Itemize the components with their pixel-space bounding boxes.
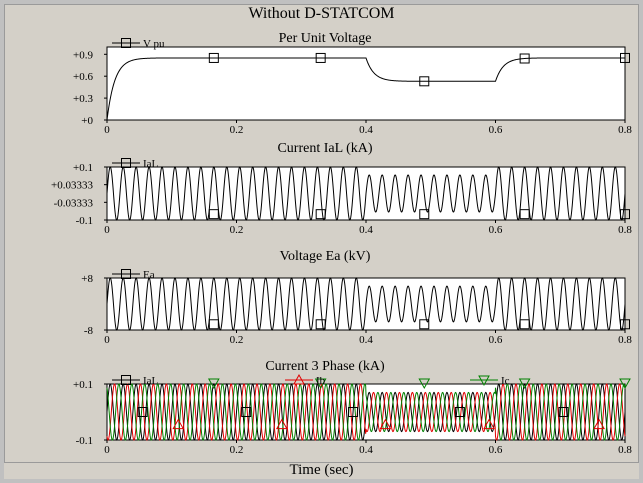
x-tick-label: 0 — [104, 124, 110, 136]
marker-ial — [519, 209, 530, 220]
y-tick-label: +0.1 — [73, 162, 93, 174]
window-title: Without D-STATCOM — [248, 5, 395, 22]
panel-title-4: Current 3 Phase (kA) — [265, 359, 385, 374]
y-tick-label: +0.03333 — [51, 180, 93, 192]
marker-ea — [419, 319, 430, 330]
x-tick-label: 0 — [104, 224, 110, 236]
marker-ib — [593, 418, 605, 430]
legend-marker-ib — [293, 373, 305, 385]
marker-ea — [208, 319, 219, 330]
marker-v-pu — [620, 52, 630, 63]
x-axis-bar — [4, 462, 639, 479]
marker-ic — [619, 378, 631, 390]
x-tick-label: 0.2 — [230, 444, 244, 456]
marker-ial — [558, 407, 569, 417]
x-tick-label: 0.6 — [489, 224, 503, 236]
x-axis-label: Time (sec) — [289, 462, 354, 478]
marker-ib — [172, 418, 185, 430]
x-tick-label: 0.8 — [618, 124, 632, 136]
x-tick-label: 0.2 — [230, 124, 244, 136]
marker-ial — [620, 209, 630, 220]
plot-area-3 — [106, 277, 626, 331]
legend-marker — [121, 158, 131, 168]
x-tick-label: 0 — [104, 334, 110, 346]
y-tick-label: -8 — [84, 325, 94, 337]
x-tick-label: 0.4 — [359, 444, 373, 456]
marker-v-pu — [208, 52, 219, 63]
x-tick-label: 0.8 — [618, 334, 632, 346]
marker-ic — [418, 378, 431, 390]
legend-label-v_pu: V pu — [143, 38, 165, 50]
legend-marker — [121, 269, 131, 279]
legend-label-ea: Ea — [143, 269, 155, 281]
x-tick-label: 0.6 — [489, 444, 503, 456]
marker-v-pu — [315, 52, 326, 63]
legend-marker — [121, 38, 131, 48]
series-line-v-pu — [106, 57, 625, 121]
marker-ial — [419, 209, 430, 220]
y-tick-label: +0.9 — [73, 49, 93, 61]
marker-ic — [314, 378, 327, 390]
marker-ial — [315, 209, 326, 220]
panel-title-1: Per Unit Voltage — [279, 31, 372, 46]
marker-ib — [483, 418, 495, 430]
legend-label-ial: IaL — [143, 375, 159, 387]
y-tick-label: -0.03333 — [54, 197, 94, 209]
panel-title-3: Voltage Ea (kV) — [280, 249, 371, 264]
x-tick-label: 0 — [104, 444, 110, 456]
x-tick-label: 0.8 — [618, 224, 632, 236]
series-line-ib — [106, 383, 626, 441]
x-tick-label: 0.4 — [359, 334, 373, 346]
y-tick-label: +8 — [81, 273, 93, 285]
marker-ial — [348, 407, 359, 417]
marker-ea — [519, 319, 530, 330]
panel-title-2: Current IaL (kA) — [277, 141, 372, 156]
marker-v-pu — [519, 53, 530, 64]
marker-ial — [241, 407, 252, 417]
x-tick-label: 0.4 — [359, 224, 373, 236]
legend-label-ib: Ib — [316, 375, 326, 387]
y-tick-label: +0.1 — [73, 379, 93, 391]
marker-ial — [137, 407, 148, 417]
marker-ial — [208, 209, 219, 220]
series-line-ea — [106, 277, 626, 331]
marker-ib — [275, 418, 288, 430]
y-tick-label: -0.1 — [76, 435, 93, 447]
marker-ic — [207, 378, 220, 390]
x-tick-label: 0.6 — [489, 124, 503, 136]
legend-label-ic: Ic — [501, 375, 510, 387]
x-tick-label: 0.8 — [618, 444, 632, 456]
y-tick-label: +0.3 — [73, 93, 93, 105]
x-tick-label: 0.6 — [489, 334, 503, 346]
x-tick-label: 0.2 — [230, 334, 244, 346]
y-tick-label: -0.1 — [76, 215, 93, 227]
legend-marker-ic — [478, 375, 490, 387]
series-line-ial — [106, 166, 626, 221]
y-tick-label: +0 — [81, 115, 93, 127]
legend-marker-ial — [121, 375, 131, 385]
x-tick-label: 0.2 — [230, 224, 244, 236]
legend-label-ial: IaL — [143, 158, 159, 170]
marker-ial — [454, 407, 465, 417]
marker-ic — [518, 378, 531, 390]
series-line-ic — [106, 383, 626, 441]
y-tick-label: +0.6 — [73, 71, 93, 83]
series-line-ial — [106, 383, 626, 441]
marker-ea — [315, 319, 326, 330]
marker-ib — [379, 418, 392, 430]
marker-ea — [620, 319, 630, 330]
marker-v-pu — [419, 76, 430, 87]
x-tick-label: 0.4 — [359, 124, 373, 136]
